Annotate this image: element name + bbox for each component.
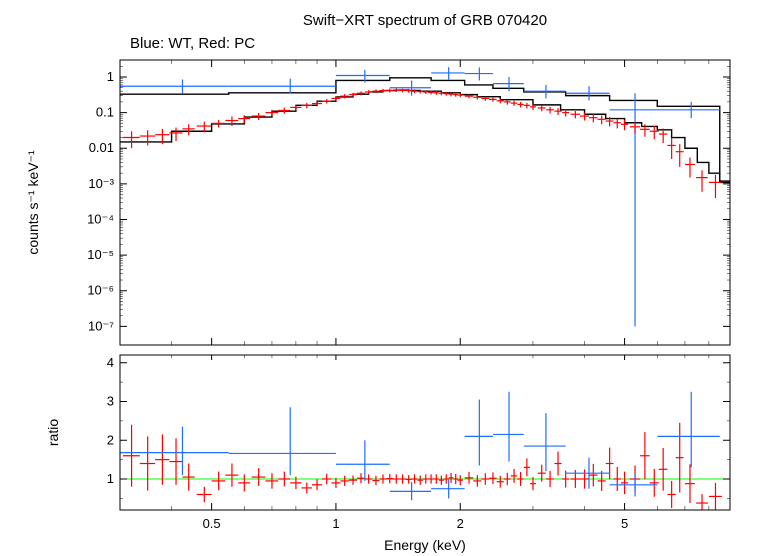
ytick-top-label: 0.01 [89, 140, 114, 155]
ytick-bottom-label: 2 [107, 432, 114, 447]
bottom-panel-frame [120, 355, 730, 510]
y-axis-bottom-label: ratio [45, 419, 61, 446]
spectrum-chart: 0.5 1 2 5 10⁻⁷ 10⁻⁶ 10⁻⁵ 10⁻⁴ 10⁻³ 0.01 0.1 1 1 2 3 4 Sw… [0, 0, 758, 556]
xtick-label: 1 [332, 516, 339, 531]
series-pc-ratio [123, 423, 722, 512]
ytick-top-label: 10⁻⁶ [87, 283, 114, 298]
x-axis-label: Energy (keV) [384, 537, 466, 553]
bottom-panel-plot [120, 392, 730, 512]
series-wt-top [120, 67, 720, 326]
ytick-top-label: 0.1 [96, 105, 114, 120]
ytick-bottom-label: 1 [107, 471, 114, 486]
xtick-label: 2 [457, 516, 464, 531]
ytick-bottom-label: 3 [107, 394, 114, 409]
chart-subtitle: Blue: WT, Red: PC [130, 35, 255, 52]
top-panel-plot [120, 67, 730, 326]
chart-title: Swift−XRT spectrum of GRB 070420 [303, 12, 547, 29]
ytick-bottom-label: 4 [107, 355, 114, 370]
xtick-label: 5 [621, 516, 628, 531]
y-axis-top-label: counts s⁻¹ keV⁻¹ [25, 150, 41, 255]
model-pc-step [120, 90, 730, 184]
ytick-top-label: 10⁻⁴ [87, 211, 114, 226]
ytick-top-label: 10⁻⁵ [87, 247, 114, 262]
xtick-label: 0.5 [203, 516, 221, 531]
top-panel-frame [120, 60, 730, 345]
ytick-top-label: 10⁻⁷ [88, 318, 114, 333]
ytick-top-label: 1 [107, 69, 114, 84]
ytick-top-label: 10⁻³ [88, 176, 114, 191]
series-pc-top [123, 88, 722, 198]
